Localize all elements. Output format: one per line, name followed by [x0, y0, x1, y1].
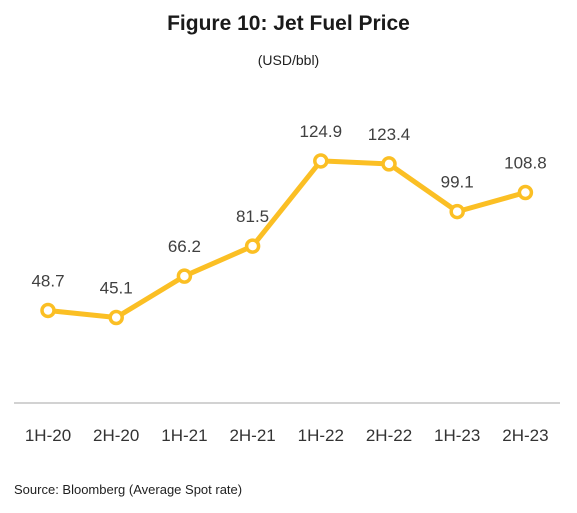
x-tick-label-2H-22: 2H-22	[366, 426, 412, 445]
data-label-1H-23: 99.1	[441, 173, 474, 192]
series-line	[45, 158, 528, 320]
data-label-2H-21: 81.5	[236, 207, 269, 226]
data-point-1H-20	[40, 302, 56, 319]
chart-title: Figure 10: Jet Fuel Price	[167, 12, 410, 35]
data-label-2H-22: 123.4	[368, 125, 411, 144]
data-point-1H-21	[176, 268, 193, 284]
data-point-2H-22	[381, 156, 397, 172]
data-point-2H-20	[108, 309, 124, 326]
data-label-2H-23: 108.8	[504, 154, 547, 173]
x-tick-label-2H-21: 2H-21	[229, 426, 275, 445]
x-tick-label-1H-22: 1H-22	[298, 426, 344, 445]
data-point-1H-22	[313, 153, 329, 169]
x-tick-label-1H-20: 1H-20	[25, 426, 71, 445]
x-tick-label-1H-23: 1H-23	[434, 426, 480, 445]
data-label-2H-20: 45.1	[100, 279, 133, 298]
data-point-1H-23	[449, 203, 465, 220]
data-point-2H-23	[517, 184, 534, 201]
data-label-1H-22: 124.9	[300, 122, 343, 141]
x-tick-label-2H-23: 2H-23	[502, 426, 548, 445]
x-tick-label-1H-21: 1H-21	[161, 426, 207, 445]
source-note: Source: Bloomberg (Average Spot rate)	[14, 482, 243, 497]
data-label-1H-20: 48.7	[31, 271, 64, 290]
data-point-2H-21	[244, 238, 261, 254]
x-tick-label-2H-20: 2H-20	[93, 426, 139, 445]
data-label-1H-21: 66.2	[168, 237, 201, 256]
chart-subtitle: (USD/bbl)	[257, 52, 320, 68]
